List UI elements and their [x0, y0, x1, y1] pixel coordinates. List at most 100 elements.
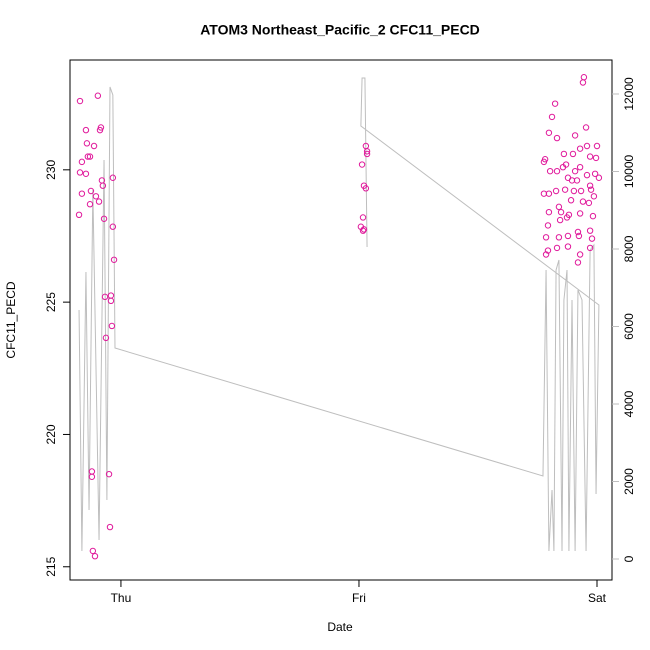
y-tick-label: 230: [44, 159, 58, 179]
data-point: [551, 100, 559, 107]
data-point: [560, 150, 568, 158]
data-point: [590, 193, 598, 200]
data-point: [89, 547, 97, 555]
data-point: [101, 293, 109, 301]
data-point: [88, 473, 96, 480]
data-point: [100, 215, 108, 222]
data-point: [579, 79, 587, 86]
data-point: [557, 208, 565, 216]
data-point: [540, 158, 548, 166]
data-point: [555, 203, 563, 211]
data-point: [106, 523, 114, 531]
y-tick-label: 225: [44, 292, 58, 312]
data-point: [593, 142, 601, 150]
data-point: [359, 214, 367, 221]
data-point: [545, 129, 553, 136]
data-point: [109, 174, 117, 181]
data-point: [587, 186, 595, 193]
y2-tick-label: 12000: [622, 77, 636, 111]
plot-frame: [69, 59, 613, 581]
data-point: [546, 167, 554, 175]
data-point: [88, 468, 96, 475]
data-point: [542, 251, 550, 258]
data-point: [92, 193, 100, 200]
y2-tick-label: 10000: [622, 154, 636, 188]
data-point: [586, 182, 594, 189]
data-point: [553, 244, 561, 252]
chart-title: ATOM3 Northeast_Pacific_2 CFC11_PECD: [200, 22, 480, 38]
data-point: [82, 170, 90, 177]
data-point: [585, 199, 593, 207]
data-point: [83, 140, 91, 147]
y2-tick-label: 6000: [622, 313, 636, 340]
data-point: [565, 211, 573, 219]
data-point: [545, 208, 553, 216]
y-axis-label: CFC11_PECD: [4, 281, 18, 358]
data-point: [107, 297, 115, 305]
data-point: [78, 158, 86, 166]
y2-tick-label: 2000: [622, 468, 636, 495]
data-point: [586, 244, 594, 252]
data-point: [569, 150, 577, 158]
data-point: [552, 187, 560, 195]
data-point: [86, 201, 94, 208]
data-point: [556, 216, 564, 224]
data-point: [110, 256, 118, 263]
data-point: [553, 167, 561, 175]
y-tick-label: 220: [44, 424, 58, 444]
data-point: [586, 227, 594, 234]
data-point: [582, 124, 590, 131]
data-point: [363, 150, 371, 158]
data-point: [95, 198, 103, 205]
data-point: [576, 145, 584, 152]
data-point: [78, 190, 86, 197]
data-point: [544, 222, 552, 229]
x-tick-label: Thu: [111, 591, 132, 605]
x-tick-label: Fri: [352, 591, 366, 605]
data-point: [576, 163, 584, 171]
data-point: [90, 142, 98, 150]
data-point: [548, 113, 556, 121]
data-point: [583, 142, 591, 150]
data-point: [576, 251, 584, 258]
data-point: [574, 228, 582, 236]
data-point: [107, 292, 115, 299]
data-point: [561, 186, 569, 193]
data-point: [102, 334, 110, 342]
data-point: [553, 134, 561, 142]
data-point: [87, 187, 95, 195]
data-point: [571, 167, 579, 175]
data-point: [564, 232, 572, 240]
data-point: [82, 126, 90, 134]
data-point: [542, 234, 550, 241]
data-point: [109, 223, 117, 230]
data-point: [555, 234, 563, 241]
data-point: [86, 153, 94, 160]
data-point: [545, 190, 553, 197]
data-point: [586, 153, 594, 160]
data-point: [588, 235, 596, 242]
data-point: [564, 243, 572, 250]
data-point: [574, 259, 582, 266]
data-point: [358, 161, 366, 168]
y2-tick-label: 8000: [622, 235, 636, 262]
data-point: [362, 185, 370, 192]
data-point: [562, 161, 570, 168]
data-point: [589, 212, 597, 220]
data-point: [76, 97, 84, 105]
x-axis-label: Date: [327, 620, 353, 634]
data-point: [583, 171, 591, 179]
data-point: [579, 198, 587, 205]
data-point: [108, 322, 116, 330]
data-point: [360, 226, 368, 233]
y-tick-label: 215: [44, 556, 58, 576]
y2-tick-label: 0: [622, 555, 636, 562]
data-point: [577, 187, 585, 195]
data-point: [571, 132, 579, 139]
data-point: [595, 174, 603, 181]
data-point: [76, 169, 84, 176]
data-point: [94, 92, 102, 99]
data-point: [96, 126, 104, 134]
data-point: [363, 148, 371, 155]
